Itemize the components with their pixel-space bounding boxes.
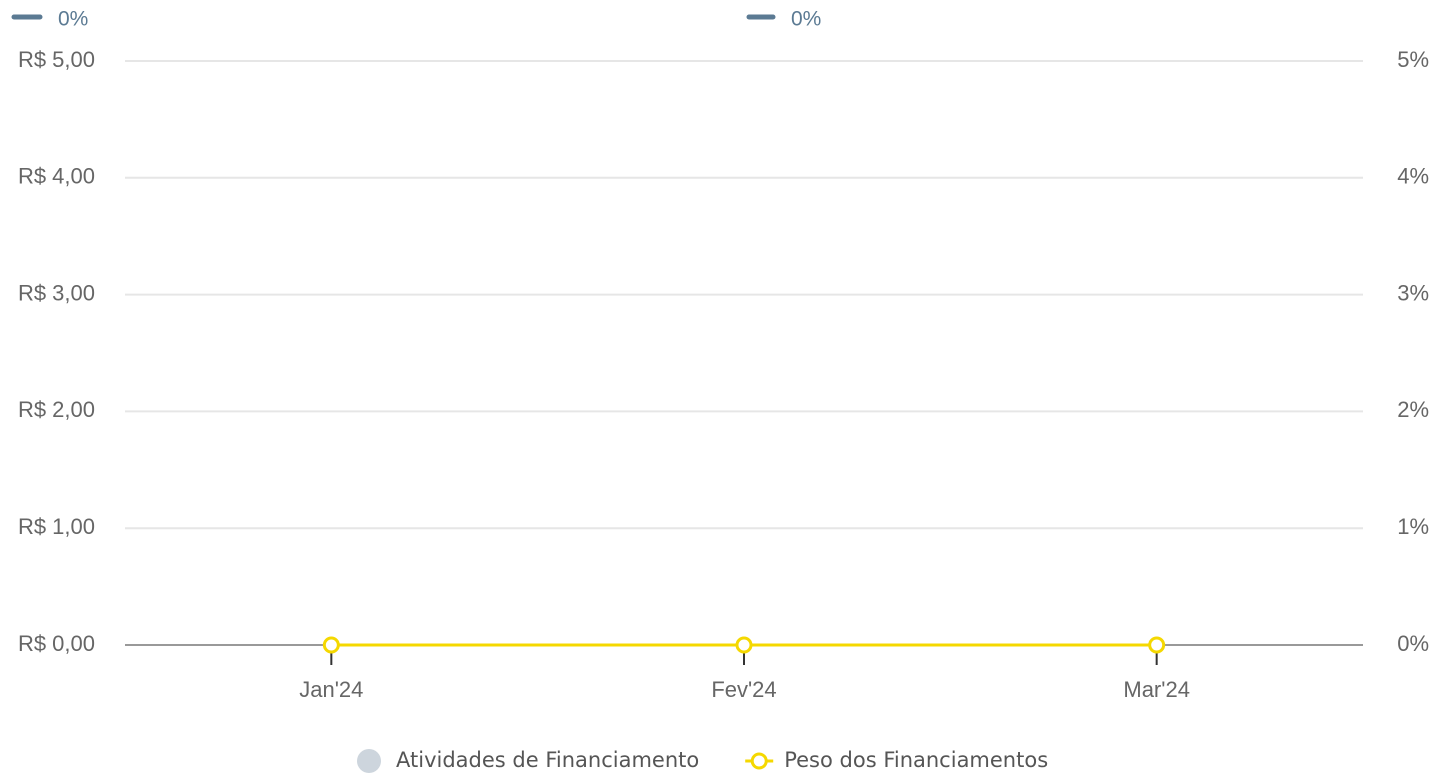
y-tick-label: R$ 0,00 [18,631,95,656]
y-tick-label: R$ 3,00 [18,280,95,305]
legend-label: Atividades de Financiamento [396,748,699,772]
legend-symbol [357,749,381,773]
y2-tick-label: 2% [1397,397,1429,422]
y-tick-label: R$ 1,00 [18,514,95,539]
y2-tick-label: 4% [1397,164,1429,189]
y2-tick-label: 0% [1397,631,1429,656]
legend-label: Peso dos Financiamentos [784,748,1048,772]
y2-tick-label: 5% [1397,47,1429,72]
legend-symbol [750,752,768,770]
line-marker [322,636,340,654]
x-tick-label: Mar'24 [1123,677,1190,702]
line-marker [735,636,753,654]
annotation: 0% [58,8,88,31]
y-tick-label: R$ 2,00 [18,397,95,422]
line-marker [1148,636,1166,654]
y-tick-label: R$ 5,00 [18,47,95,72]
y2-tick-label: 3% [1397,280,1429,305]
y2-tick-label: 1% [1397,514,1429,539]
y-tick-label: R$ 4,00 [18,164,95,189]
x-tick-label: Fev'24 [711,677,776,702]
annotation: 0% [791,8,821,31]
x-tick-label: Jan'24 [299,677,363,702]
